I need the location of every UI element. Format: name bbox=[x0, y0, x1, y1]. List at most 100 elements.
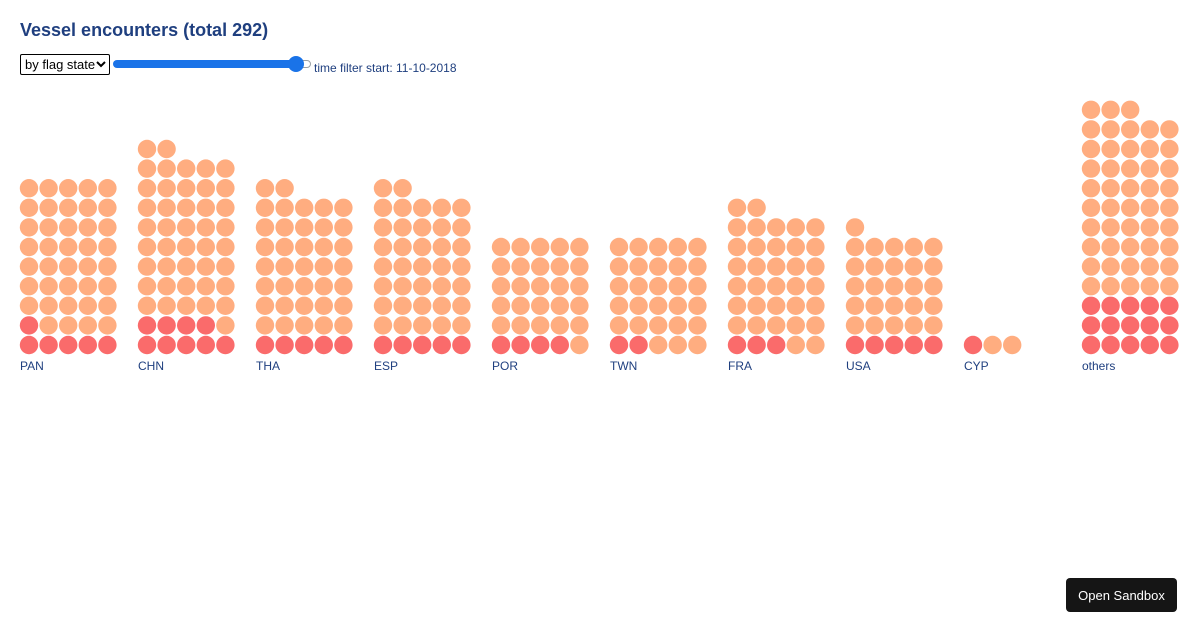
waffle-dot bbox=[727, 335, 747, 355]
waffle-dot bbox=[177, 316, 196, 335]
waffle-dot bbox=[58, 277, 78, 296]
waffle-dot bbox=[511, 335, 530, 355]
waffle-dot bbox=[275, 316, 294, 335]
waffle-dot bbox=[668, 277, 687, 296]
waffle-dot bbox=[216, 335, 235, 355]
waffle-dot bbox=[924, 257, 943, 276]
waffle-dot bbox=[1121, 120, 1140, 139]
waffle-dot bbox=[688, 296, 707, 315]
waffle-dot bbox=[39, 296, 58, 315]
waffle-dot bbox=[452, 218, 471, 237]
waffle-dot bbox=[865, 296, 884, 315]
waffle-dot bbox=[1081, 179, 1101, 198]
open-sandbox-button[interactable]: Open Sandbox bbox=[1066, 578, 1177, 612]
waffle-dot bbox=[373, 237, 393, 257]
waffle-dot bbox=[334, 335, 353, 355]
waffle-dot bbox=[767, 237, 786, 257]
waffle-dot bbox=[255, 218, 275, 237]
waffle-dot bbox=[767, 257, 786, 276]
waffle-dot bbox=[1081, 316, 1101, 335]
waffle-dot bbox=[1081, 237, 1101, 257]
waffle-dot bbox=[531, 257, 550, 276]
waffle-dot bbox=[137, 237, 157, 257]
waffle-dot bbox=[806, 277, 825, 296]
waffle-dot bbox=[98, 277, 117, 296]
waffle-dot bbox=[1160, 198, 1179, 217]
waffle-dot bbox=[157, 237, 176, 257]
waffle-dot bbox=[98, 316, 117, 335]
waffle-dot bbox=[452, 335, 471, 355]
waffle-dot bbox=[865, 237, 884, 257]
waffle-dot bbox=[275, 198, 294, 217]
waffle-dot bbox=[452, 237, 471, 257]
waffle-dot bbox=[1101, 237, 1120, 257]
waffle-dot bbox=[314, 218, 333, 237]
waffle-dot bbox=[747, 257, 766, 276]
waffle-dot bbox=[157, 296, 176, 315]
waffle-dot bbox=[216, 179, 235, 198]
waffle-dot bbox=[19, 198, 39, 217]
waffle-dot bbox=[1101, 198, 1120, 217]
waffle-dot bbox=[1081, 139, 1101, 159]
waffle-dot bbox=[393, 179, 412, 198]
waffle-dot bbox=[295, 218, 314, 237]
waffle-dot bbox=[1160, 179, 1179, 198]
waffle-dot bbox=[1101, 120, 1120, 139]
waffle-dot bbox=[727, 277, 747, 296]
waffle-dot bbox=[177, 237, 196, 257]
waffle-dot bbox=[1121, 335, 1140, 355]
waffle-dot bbox=[570, 335, 589, 355]
waffle-dot bbox=[295, 237, 314, 257]
waffle-dot bbox=[19, 335, 39, 355]
waffle-dot bbox=[157, 159, 176, 178]
waffle-dot bbox=[1140, 120, 1160, 139]
waffle-dot bbox=[570, 277, 589, 296]
time-filter-slider[interactable] bbox=[113, 56, 311, 72]
waffle-dot bbox=[531, 237, 550, 257]
waffle-dot bbox=[668, 237, 687, 257]
waffle-dot bbox=[865, 257, 884, 276]
waffle-dot bbox=[1160, 218, 1179, 237]
waffle-dot bbox=[58, 335, 78, 355]
waffle-group-cyp: CYP bbox=[963, 335, 1022, 373]
waffle-dot bbox=[649, 277, 668, 296]
waffle-group-chn: CHN bbox=[137, 139, 235, 373]
waffle-dot bbox=[865, 335, 884, 355]
waffle-dot bbox=[1121, 198, 1140, 217]
waffle-dot bbox=[786, 257, 805, 276]
slider-thumb[interactable] bbox=[288, 56, 304, 72]
waffle-dot bbox=[373, 257, 393, 276]
waffle-dot bbox=[1140, 159, 1160, 178]
waffle-dot bbox=[432, 335, 451, 355]
category-label: CYP bbox=[964, 359, 989, 373]
waffle-dot bbox=[39, 257, 58, 276]
waffle-dot bbox=[393, 335, 412, 355]
waffle-dot bbox=[196, 257, 215, 276]
waffle-dot bbox=[58, 179, 78, 198]
group-by-select[interactable]: by flag state bbox=[20, 54, 110, 75]
waffle-dot bbox=[1121, 159, 1140, 178]
waffle-dot bbox=[747, 198, 766, 217]
waffle-dot bbox=[58, 316, 78, 335]
waffle-dot bbox=[511, 237, 530, 257]
waffle-dot bbox=[1081, 296, 1101, 315]
waffle-dot bbox=[295, 277, 314, 296]
waffle-dot bbox=[393, 277, 412, 296]
waffle-dot bbox=[550, 335, 569, 355]
waffle-dot bbox=[137, 277, 157, 296]
chart-title: Vessel encounters (total 292) bbox=[20, 20, 269, 40]
waffle-dot bbox=[373, 218, 393, 237]
waffle-dot bbox=[570, 257, 589, 276]
waffle-dot bbox=[924, 335, 943, 355]
waffle-dot bbox=[196, 237, 215, 257]
waffle-dot bbox=[767, 316, 786, 335]
waffle-dot bbox=[216, 316, 235, 335]
waffle-dot bbox=[39, 335, 58, 355]
waffle-dot bbox=[98, 257, 117, 276]
waffle-dot bbox=[1140, 237, 1160, 257]
chevron-down-icon bbox=[96, 61, 106, 68]
waffle-dot bbox=[137, 159, 157, 178]
waffle-dot bbox=[885, 277, 904, 296]
waffle-dot bbox=[314, 316, 333, 335]
waffle-dot bbox=[1121, 218, 1140, 237]
